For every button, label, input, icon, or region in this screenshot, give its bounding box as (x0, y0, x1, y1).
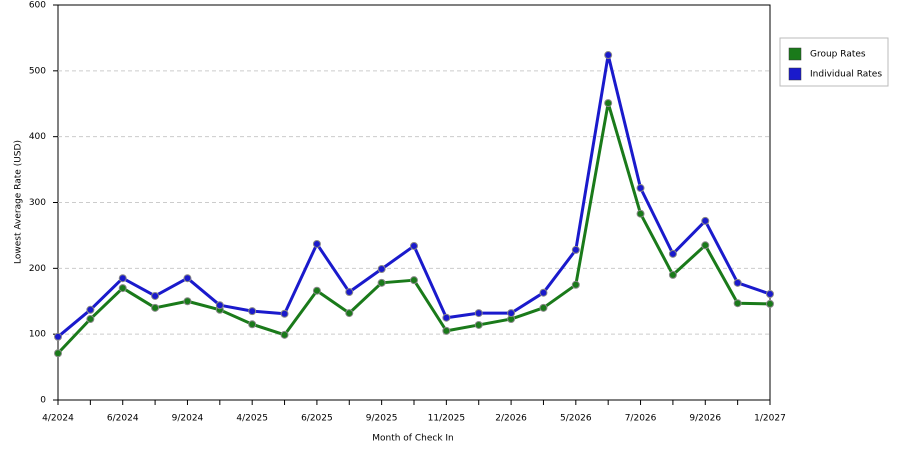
x-tick-label: 7/2026 (625, 414, 657, 424)
point (183, 274, 192, 283)
x-tick-label: 2/2026 (495, 414, 527, 424)
y-tick-label: 400 (29, 132, 46, 142)
point (377, 278, 386, 287)
point (118, 274, 127, 283)
x-tick-label: 9/2024 (172, 414, 204, 424)
y-tick-label: 0 (40, 396, 46, 406)
point (118, 284, 127, 293)
point (668, 270, 677, 279)
y-tick-label: 600 (29, 1, 46, 11)
point (410, 276, 418, 285)
point (345, 288, 354, 297)
point (215, 301, 224, 310)
point (280, 309, 289, 318)
point (733, 299, 742, 308)
legend-swatch (788, 67, 802, 81)
point (377, 264, 386, 273)
point (539, 288, 548, 297)
point (151, 291, 160, 300)
x-tick-label: 9/2025 (366, 414, 398, 424)
x-tick-label: 4/2024 (42, 414, 74, 424)
point (766, 299, 774, 308)
point (733, 278, 742, 287)
point (345, 309, 354, 318)
point (604, 51, 613, 60)
x-tick-label: 1/2027 (754, 414, 786, 424)
y-tick-label: 300 (29, 198, 46, 208)
point (151, 303, 160, 312)
point (766, 290, 774, 299)
y-tick-label: 500 (29, 66, 46, 76)
x-tick-label: 4/2025 (236, 414, 268, 424)
y-axis-title: Lowest Average Rate (USD) (14, 140, 24, 264)
x-tick-label: 5/2026 (560, 414, 592, 424)
x-axis-title: Month of Check In (372, 434, 454, 444)
point (280, 330, 289, 339)
point (539, 303, 548, 312)
point (701, 216, 710, 225)
legend-label: Individual Rates (810, 70, 882, 80)
point (507, 309, 516, 318)
point (636, 209, 645, 218)
point (248, 307, 257, 316)
y-tick-label: 200 (29, 264, 46, 274)
point (183, 297, 192, 306)
x-tick-label: 11/2025 (428, 414, 465, 424)
point (442, 313, 451, 322)
point (312, 239, 321, 248)
point (474, 309, 483, 318)
point (410, 241, 418, 250)
point (86, 315, 95, 324)
legend-swatch (788, 47, 802, 61)
point (442, 326, 451, 335)
point (86, 305, 95, 314)
x-tick-label: 9/2026 (689, 414, 721, 424)
point (54, 349, 62, 358)
point (571, 280, 580, 289)
point (668, 249, 677, 258)
legend-label: Group Rates (810, 50, 866, 60)
point (312, 286, 321, 295)
point (54, 332, 62, 341)
point (604, 99, 613, 108)
point (571, 245, 580, 254)
plot-frame (57, 4, 771, 401)
point (248, 320, 257, 329)
x-tick-label: 6/2025 (301, 414, 333, 424)
point (474, 320, 483, 329)
point (636, 184, 645, 193)
x-tick-label: 6/2024 (107, 414, 139, 424)
point (701, 241, 710, 250)
y-tick-label: 100 (29, 330, 46, 340)
